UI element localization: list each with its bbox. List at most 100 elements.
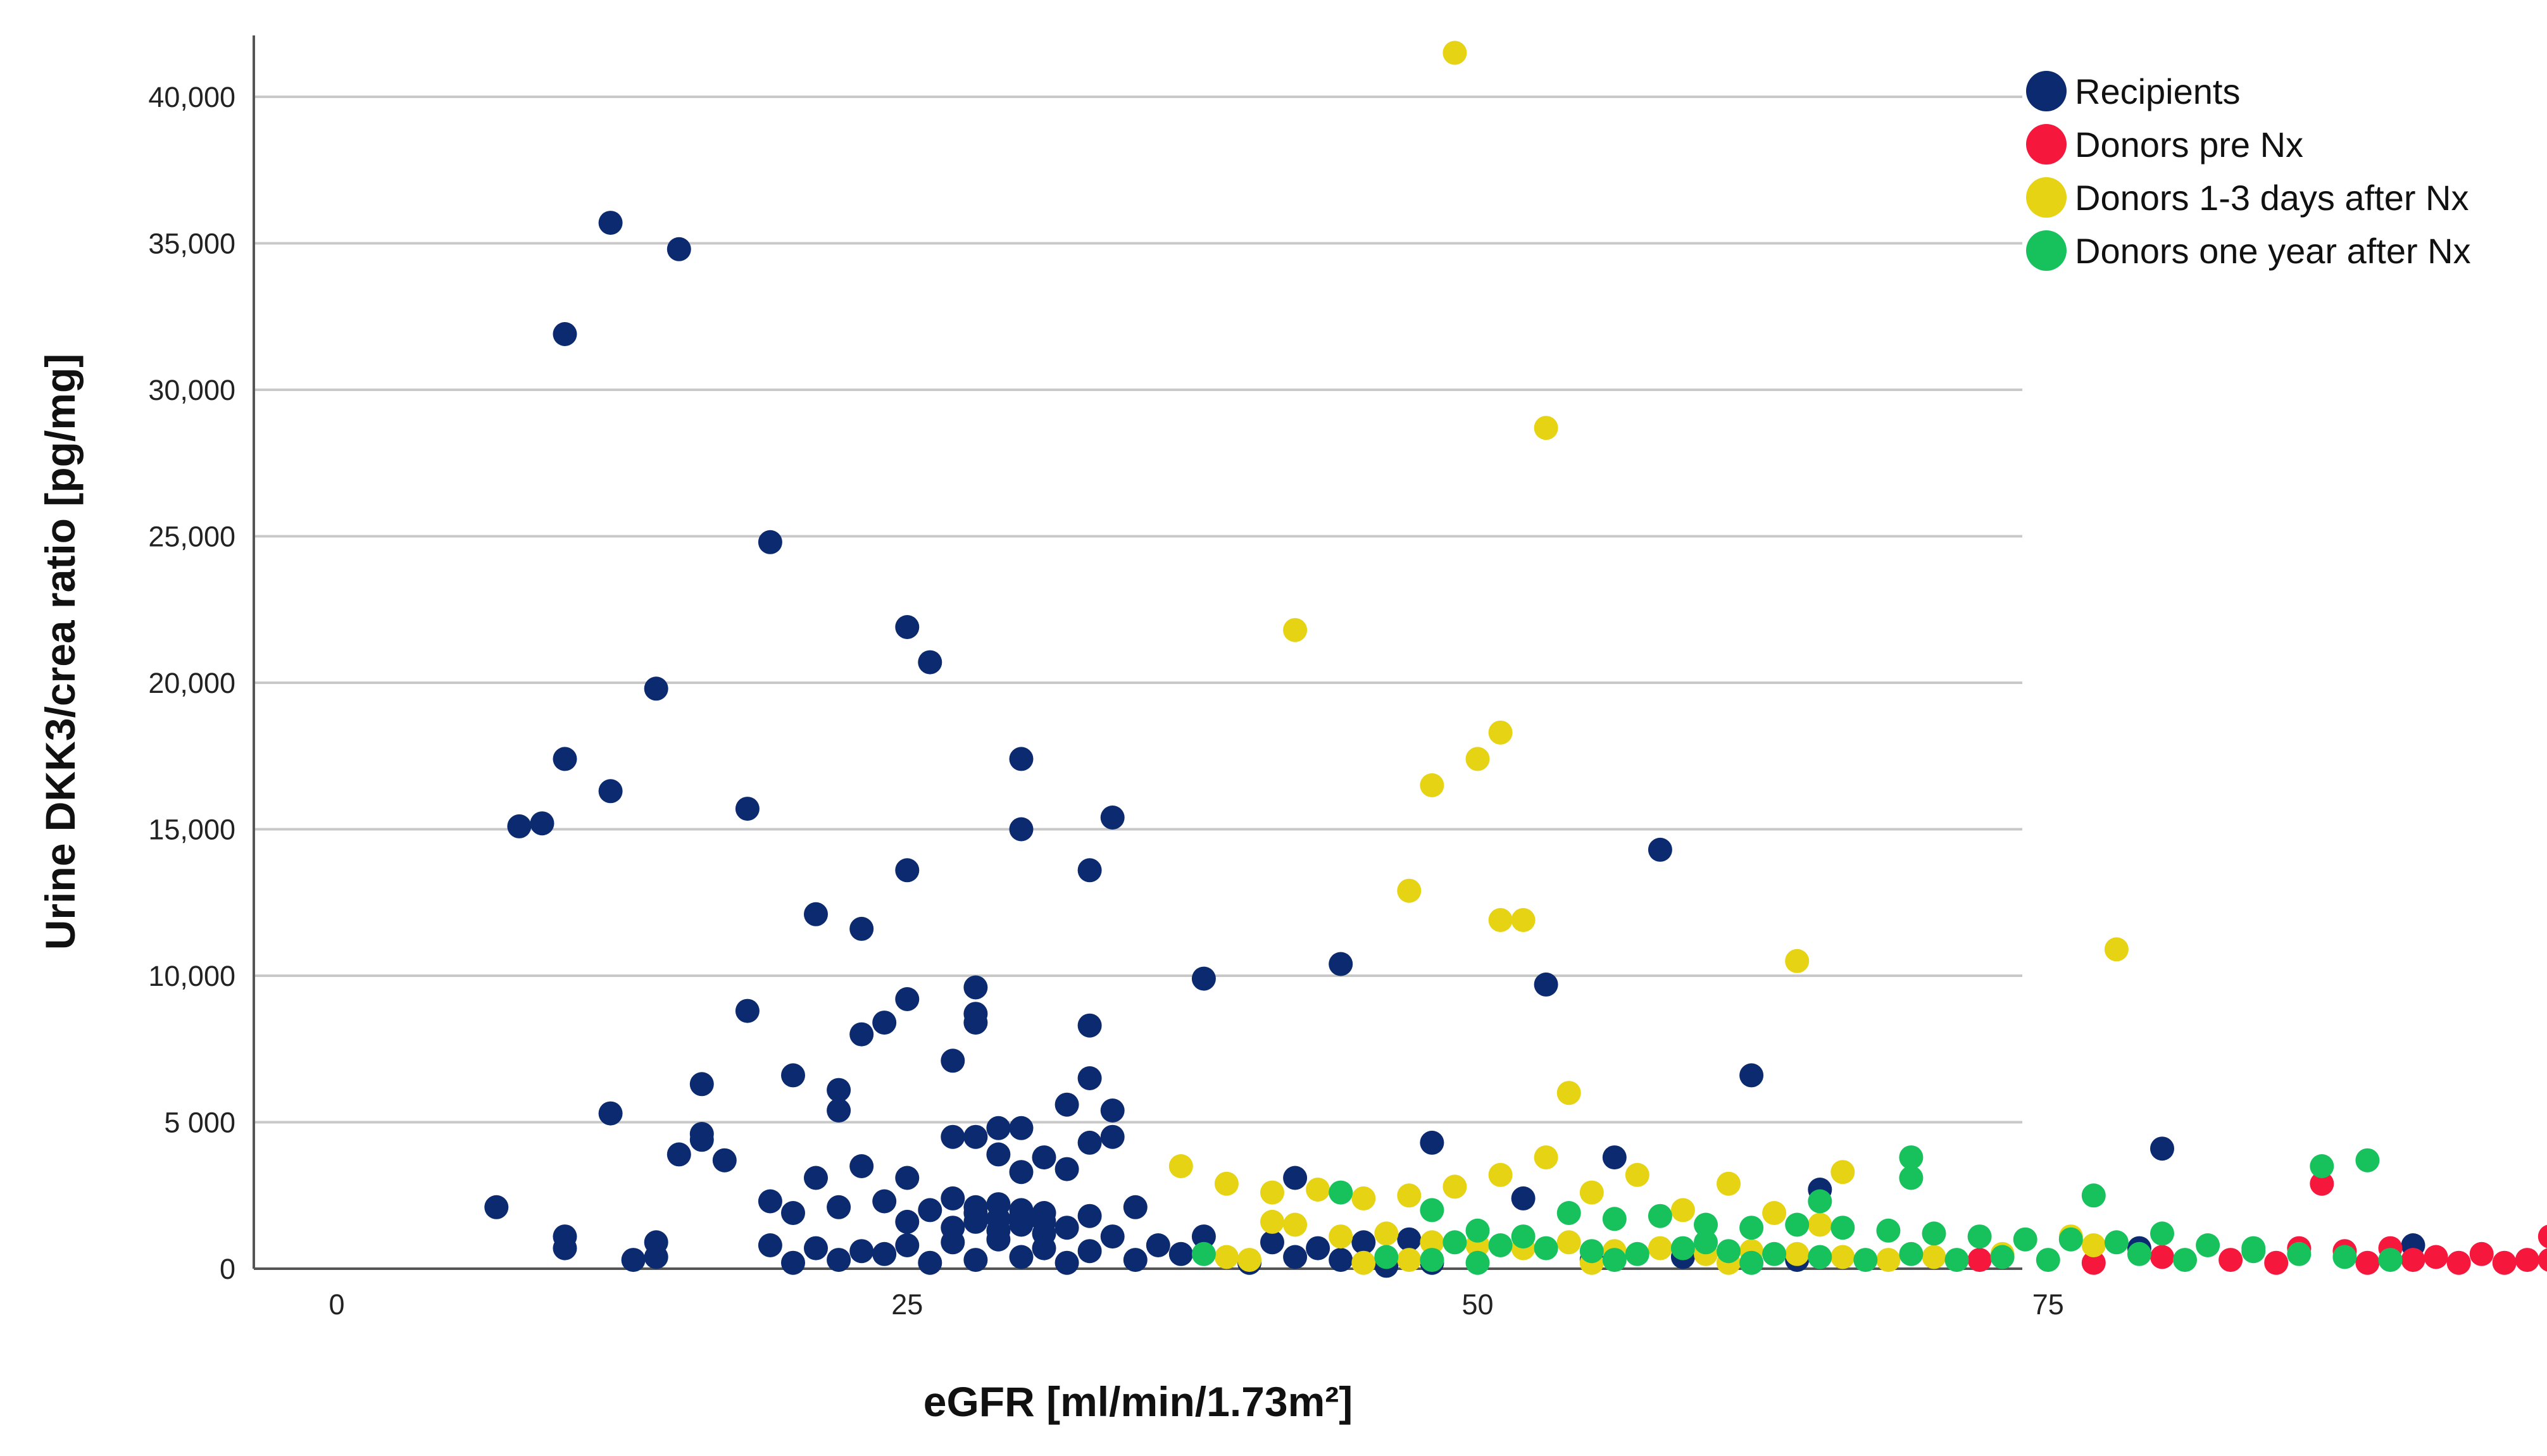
data-point [2538, 1224, 2547, 1248]
data-point [2150, 1245, 2174, 1269]
data-point [2310, 1171, 2334, 1196]
data-points [484, 40, 2547, 1278]
data-point [827, 1098, 851, 1123]
data-point [1511, 1186, 1536, 1210]
data-point [2081, 1233, 2106, 1257]
data-point [1077, 1204, 1102, 1228]
data-point [1830, 1245, 1855, 1269]
data-point [758, 530, 782, 554]
data-point [1260, 1180, 1284, 1205]
x-tick-label: 25 [891, 1288, 923, 1321]
data-point [1785, 1212, 1810, 1237]
data-point [1260, 1209, 1284, 1234]
data-point [1191, 1241, 1216, 1266]
data-point [1511, 908, 1536, 932]
y-tick-label: 5 000 [164, 1107, 235, 1139]
data-point [1899, 1241, 1924, 1266]
data-point [2104, 937, 2129, 962]
data-point [986, 1142, 1011, 1167]
data-point [1465, 1218, 1490, 1243]
y-tick-label: 15,000 [148, 814, 235, 846]
data-point [986, 1207, 1011, 1231]
data-point [1009, 1204, 1034, 1228]
data-point [2378, 1248, 2403, 1272]
data-point [553, 747, 577, 771]
data-point [2241, 1239, 2266, 1264]
legend-label: Donors pre Nx [2075, 125, 2303, 165]
data-point [849, 1154, 874, 1178]
data-point [941, 1186, 965, 1210]
legend-marker [2026, 124, 2067, 165]
data-point [895, 1166, 920, 1190]
data-point [895, 1233, 920, 1257]
data-point [1009, 817, 1034, 842]
data-point [1625, 1241, 1649, 1266]
data-point [963, 1201, 988, 1225]
data-point [1488, 908, 1513, 932]
data-point [1351, 1186, 1376, 1210]
data-point [1306, 1236, 1330, 1260]
data-point [2469, 1241, 2494, 1266]
data-point [804, 902, 828, 926]
x-tick-label: 0 [329, 1288, 344, 1321]
data-point [1100, 806, 1125, 830]
data-point [1123, 1248, 1148, 1272]
data-point [1100, 1224, 1125, 1249]
data-point [2081, 1183, 2106, 1208]
data-point [804, 1236, 828, 1260]
data-point [986, 1116, 1011, 1140]
data-point [1397, 1183, 1422, 1208]
data-point [1397, 1248, 1422, 1272]
data-point [553, 1236, 577, 1260]
data-point [963, 975, 988, 1000]
data-point [1762, 1201, 1787, 1225]
data-point [1191, 1224, 1216, 1249]
data-point [1214, 1171, 1239, 1196]
data-point [1054, 1216, 1079, 1240]
data-point [1442, 1230, 1467, 1255]
data-point [1556, 1081, 1581, 1105]
data-point [1717, 1171, 1741, 1196]
data-point [1739, 1250, 1764, 1275]
data-point [598, 779, 623, 804]
data-point [1694, 1212, 1718, 1237]
data-point [1009, 747, 1034, 771]
data-point [1260, 1230, 1284, 1255]
data-point [2150, 1221, 2174, 1246]
data-point [1534, 416, 1558, 440]
data-point [689, 1128, 714, 1152]
data-point [1785, 1241, 1810, 1266]
data-point [1329, 952, 1353, 976]
data-point [1032, 1145, 1056, 1170]
data-point [1899, 1166, 1924, 1190]
data-point [1420, 773, 1444, 797]
data-point [918, 1250, 942, 1275]
data-point [872, 1189, 897, 1214]
data-point [849, 1022, 874, 1047]
data-point [1808, 1189, 1832, 1214]
data-point [2538, 1248, 2547, 1272]
data-point [1032, 1209, 1056, 1234]
data-point [1808, 1245, 1832, 1269]
data-point [1739, 1216, 1764, 1240]
data-point [827, 1248, 851, 1272]
legend-marker [2026, 230, 2067, 271]
data-point [1077, 1013, 1102, 1038]
y-tick-label: 20,000 [148, 667, 235, 699]
data-point [918, 650, 942, 675]
data-point [2196, 1233, 2220, 1257]
legend-marker [2026, 177, 2067, 218]
data-point [1100, 1098, 1125, 1123]
data-point [1283, 1212, 1308, 1237]
data-point [1237, 1248, 1261, 1272]
x-tick-label: 75 [2032, 1288, 2064, 1321]
data-point [1283, 1245, 1308, 1269]
data-point [484, 1195, 509, 1219]
data-point [1762, 1241, 1787, 1266]
data-point [1077, 1239, 1102, 1264]
data-point [1534, 1236, 1558, 1260]
data-point [2515, 1248, 2539, 1272]
y-tick-label: 35,000 [148, 228, 235, 260]
data-point [849, 916, 874, 941]
